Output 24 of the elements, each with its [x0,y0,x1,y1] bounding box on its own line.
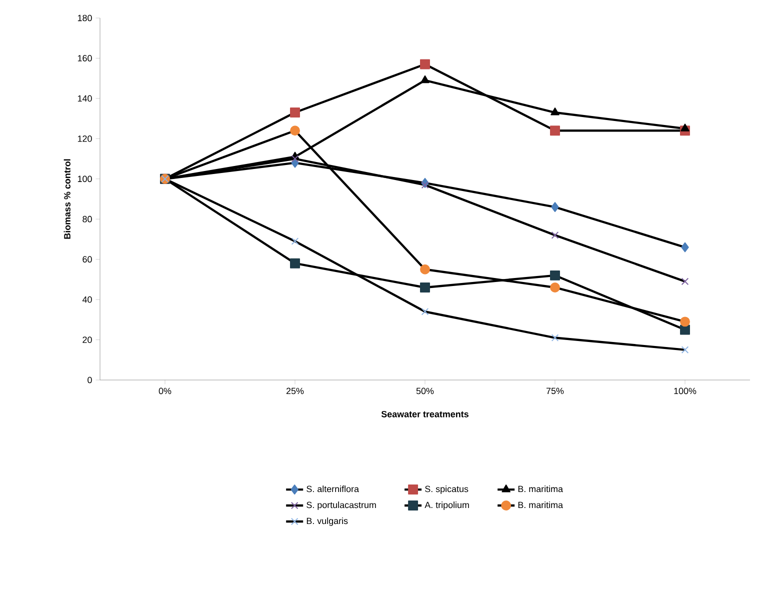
legend-label: S. alterniflora [306,486,360,492]
legend-label: B. vulgaris [306,517,348,526]
y-axis-title: Biomass % control [64,159,70,239]
y-tick-label: 20 [82,336,92,343]
x-tick-label: 0% [158,388,172,394]
x-axis-title: Seawater treatments [381,410,468,418]
y-tick-label: 120 [78,135,92,142]
legend-label: A. tripolium [424,502,469,510]
y-tick-label: 100 [78,176,92,182]
y-tick-label: 0 [88,376,92,384]
legend-label: B. maritima [518,486,563,492]
y-tick-label: 80 [82,216,92,222]
y-tick-label: 40 [82,296,92,303]
y-tick-label: 140 [78,95,92,102]
y-tick-label: 160 [78,55,92,62]
x-tick-label: 75% [546,388,564,394]
legend-label: S. spicatus [425,486,468,494]
y-tick-label: 180 [78,14,92,22]
y-tick-label: 60 [82,256,92,263]
legend-label: B. maritima [518,502,563,508]
legend-label: S. portulacastrum [306,502,376,510]
x-tick-label: 50% [416,388,434,394]
x-tick-label: 25% [286,388,304,394]
x-tick-label: 100% [674,388,696,394]
